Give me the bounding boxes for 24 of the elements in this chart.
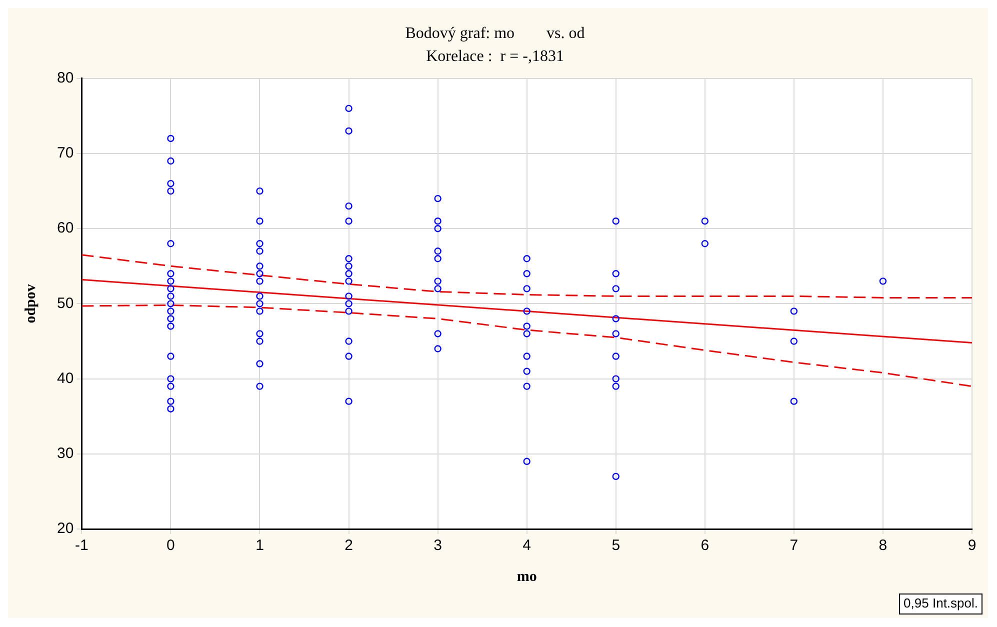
y-tick-label: 50 [56,294,74,312]
x-tick-label: 6 [700,537,710,554]
x-tick-label: 4 [522,537,532,554]
x-tick-label: 8 [878,537,888,554]
x-axis-title: mo [516,568,537,585]
text: 0,95 Int.spol. [904,596,978,611]
x-tick-label: -1 [75,537,88,554]
x-tick-label: 9 [968,537,976,554]
y-tick-label: 70 [56,144,74,162]
y-tick-label: 30 [56,445,74,462]
x-tick-label: 5 [612,537,620,554]
x-tick-label: 3 [434,537,442,554]
y-tick-label: 60 [56,220,74,237]
y-tick-label: 20 [56,520,74,538]
y-axis-title: odpov [22,284,39,324]
y-tick-label: 40 [56,370,74,387]
x-tick-label: 0 [166,537,175,554]
y-tick-label: 80 [56,70,74,87]
line-series [82,254,972,298]
x-tick-label: 2 [344,537,353,554]
chart-title: Bodový graf: mo vs. od [405,24,585,42]
chart-subtitle: Korelace : r = -,1831 [426,48,564,66]
x-tick-label: 1 [256,537,264,554]
x-tick-label: 7 [790,537,798,554]
